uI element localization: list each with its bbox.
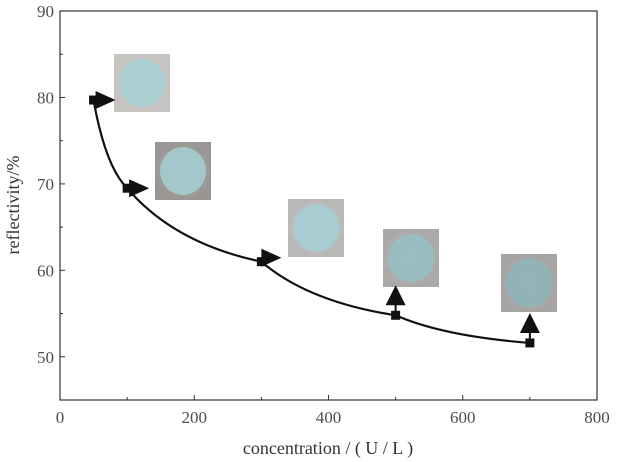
arrow-head-icon <box>129 179 150 198</box>
x-tick-label: 400 <box>316 408 342 427</box>
x-tick-label: 800 <box>584 408 610 427</box>
y-tick-label: 70 <box>37 175 54 194</box>
inset-image <box>155 142 211 200</box>
arrow-head-icon <box>95 91 116 110</box>
inset-image <box>114 54 170 112</box>
arrow-head-icon <box>385 285 406 306</box>
y-axis-title: reflectivity/% <box>3 156 23 255</box>
arrow-head-icon <box>519 312 540 333</box>
arrow-head-icon <box>261 248 282 267</box>
inset-swatch <box>506 259 552 307</box>
inset-swatch <box>388 234 434 282</box>
inset-image <box>501 254 557 312</box>
series <box>89 91 540 348</box>
x-axis-title: concentration / ( U / L ) <box>243 438 413 459</box>
x-tick-label: 0 <box>56 408 65 427</box>
inset-image <box>288 199 344 257</box>
inset-swatch <box>293 204 339 252</box>
tick-labels: 0 200 400 600 800 50 60 70 80 90 <box>37 2 610 427</box>
x-tick-label: 600 <box>450 408 476 427</box>
inset-image <box>383 229 439 287</box>
inset-swatch <box>119 59 165 107</box>
y-tick-label: 60 <box>37 261 54 280</box>
inset-swatch <box>160 147 206 195</box>
y-tick-label: 80 <box>37 88 54 107</box>
inset-images <box>114 54 557 312</box>
x-tick-label: 200 <box>182 408 208 427</box>
axis-ticks <box>59 10 598 400</box>
y-tick-label: 90 <box>37 2 54 21</box>
y-tick-label: 50 <box>37 348 54 367</box>
